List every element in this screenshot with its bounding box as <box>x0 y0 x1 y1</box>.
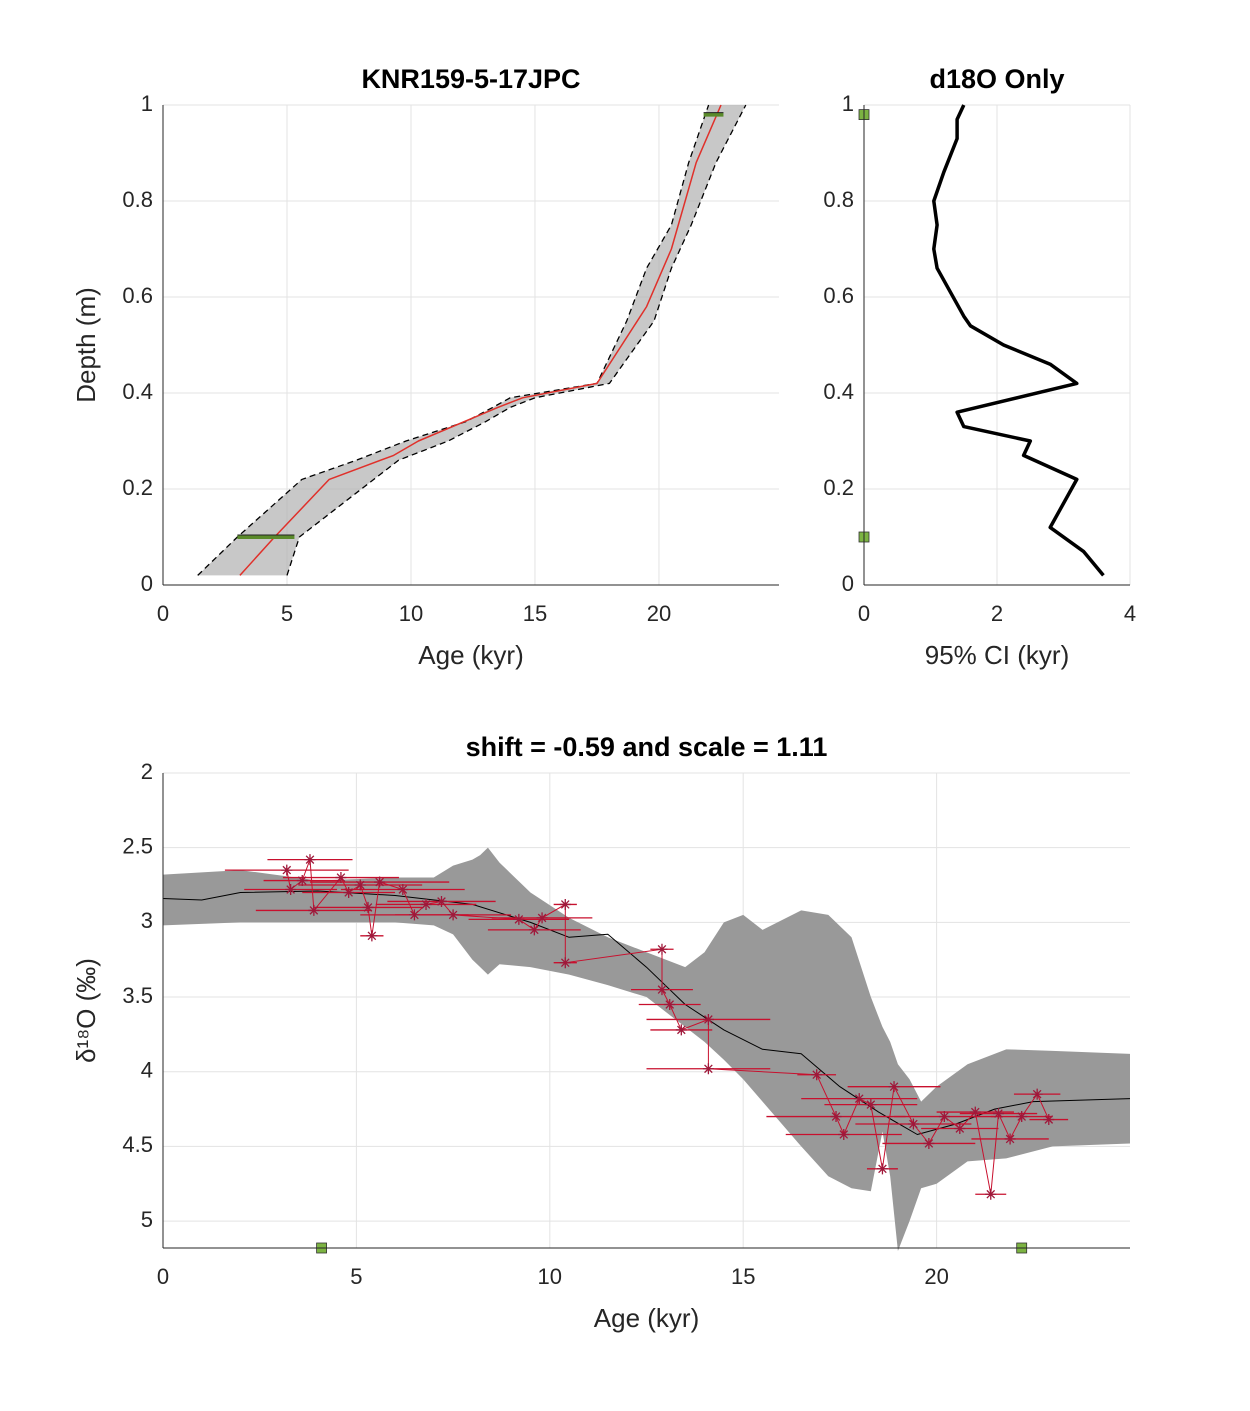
series-line <box>239 104 722 576</box>
y-tick-label: 4.5 <box>122 1132 153 1157</box>
data-point <box>838 1128 850 1140</box>
x-tick-label: 0 <box>157 1264 169 1289</box>
plot-area <box>163 773 1130 1248</box>
y-tick-label: 2.5 <box>122 833 153 858</box>
data-point <box>865 1099 877 1111</box>
x-tick-label: 15 <box>523 601 547 626</box>
data-point <box>397 884 409 896</box>
data-point <box>304 854 316 866</box>
x-tick-label: 5 <box>350 1264 362 1289</box>
data-point <box>559 957 571 969</box>
x-tick-label: 4 <box>1124 601 1136 626</box>
x-axis-label: Age (kyr) <box>594 1303 699 1333</box>
y-tick-label: 0 <box>141 571 153 596</box>
y-tick-label: 0.6 <box>122 283 153 308</box>
y-tick-label: 3.5 <box>122 983 153 1008</box>
data-point <box>888 1081 900 1093</box>
data-point <box>1016 1111 1028 1123</box>
data-point <box>675 1024 687 1036</box>
data-point <box>969 1106 981 1118</box>
lower-bound <box>197 104 710 576</box>
y-tick-label: 0.8 <box>823 187 854 212</box>
y-tick-label: 1 <box>141 91 153 116</box>
data-point <box>656 984 668 996</box>
y-tick-label: 0.2 <box>823 475 854 500</box>
plot-area <box>163 105 779 585</box>
y-axis-label: δ¹⁸O (‰) <box>71 958 101 1063</box>
x-tick-label: 0 <box>157 601 169 626</box>
x-axis-label: Age (kyr) <box>418 640 523 670</box>
data-point <box>985 1188 997 1200</box>
data-point <box>281 864 293 876</box>
data-point <box>420 898 432 910</box>
data-point <box>992 1108 1004 1120</box>
y-tick-label: 1 <box>842 91 854 116</box>
x-tick-label: 5 <box>281 601 293 626</box>
data-point <box>938 1111 950 1123</box>
y-tick-label: 0.8 <box>122 187 153 212</box>
data-point <box>702 1013 714 1025</box>
x-tick-label: 15 <box>731 1264 755 1289</box>
y-tick-label: 0.6 <box>823 283 854 308</box>
data-point <box>366 930 378 942</box>
data-point <box>664 999 676 1011</box>
x-axis-label: 95% CI (kyr) <box>925 640 1069 670</box>
plot-content <box>197 104 747 576</box>
y-tick-label: 0 <box>842 571 854 596</box>
x-tick-label: 10 <box>538 1264 562 1289</box>
data-point <box>656 943 668 955</box>
data-point <box>354 879 366 891</box>
data-point <box>374 876 386 888</box>
data-point <box>308 904 320 916</box>
data-point <box>923 1137 935 1149</box>
data-point <box>1031 1088 1043 1100</box>
y-tick-label: 0.4 <box>122 379 153 404</box>
data-point <box>513 913 525 925</box>
data-point <box>335 872 347 884</box>
data-point <box>830 1111 842 1123</box>
chart-title: shift = -0.59 and scale = 1.11 <box>466 732 828 762</box>
data-point <box>408 909 420 921</box>
chart-title: d18O Only <box>929 64 1064 94</box>
y-tick-label: 2 <box>141 759 153 784</box>
data-point <box>285 884 297 896</box>
y-tick-label: 5 <box>141 1207 153 1232</box>
data-point <box>528 924 540 936</box>
data-point <box>954 1123 966 1134</box>
ensemble-cloud <box>197 105 746 576</box>
plot-content <box>162 847 1131 1254</box>
data-point <box>1004 1133 1016 1145</box>
x-tick-label: 20 <box>647 601 671 626</box>
data-point <box>853 1093 865 1105</box>
data-point <box>1043 1114 1055 1126</box>
y-tick-label: 0.2 <box>122 475 153 500</box>
y-tick-label: 4 <box>141 1058 153 1083</box>
series-line <box>932 104 1105 577</box>
x-tick-label: 2 <box>991 601 1003 626</box>
y-axis-label: Depth (m) <box>71 287 101 403</box>
data-point <box>435 895 447 907</box>
data-point <box>876 1163 888 1175</box>
data-point <box>447 909 459 921</box>
data-point <box>702 1063 714 1075</box>
data-point <box>343 886 355 898</box>
upper-bound <box>286 104 747 576</box>
x-tick-label: 10 <box>399 601 423 626</box>
data-point <box>811 1069 823 1081</box>
data-point <box>296 875 308 887</box>
data-point <box>536 912 548 924</box>
data-point <box>907 1118 919 1130</box>
x-tick-label: 20 <box>924 1264 948 1289</box>
uncertainty-band <box>163 847 1130 1251</box>
y-tick-label: 3 <box>141 908 153 933</box>
x-tick-label: 0 <box>858 601 870 626</box>
y-tick-label: 0.4 <box>823 379 854 404</box>
data-point <box>362 901 374 913</box>
data-point <box>559 898 571 910</box>
chart-title: KNR159-5-17JPC <box>361 64 580 94</box>
